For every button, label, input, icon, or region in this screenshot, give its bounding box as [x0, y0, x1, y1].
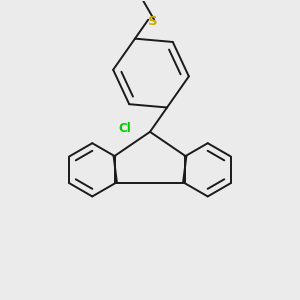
Text: S: S — [148, 15, 158, 28]
Text: Cl: Cl — [119, 122, 132, 135]
